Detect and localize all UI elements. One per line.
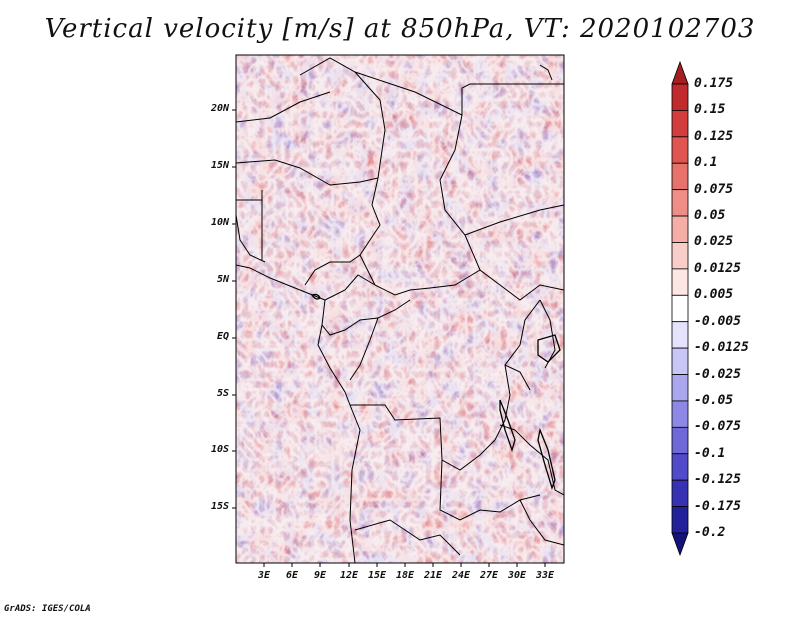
lon-label: 33E	[535, 570, 555, 581]
colorbar-level-label: -0.175	[694, 498, 741, 514]
colorbar-level-label: -0.05	[694, 392, 734, 408]
colorbar-level-label: -0.2	[694, 525, 726, 540]
colorbar-box	[671, 215, 689, 243]
colorbar-box	[671, 400, 689, 428]
lat-label: 15N	[210, 160, 229, 171]
colorbar-level-label: -0.075	[694, 419, 741, 435]
colorbar-level-label: 0.0125	[694, 260, 741, 276]
lat-label: 5N	[216, 274, 229, 285]
colorbar-level-label: -0.025	[694, 366, 741, 382]
lat-label: 10S	[210, 444, 229, 455]
lon-label: 12E	[339, 570, 359, 581]
colorbar-box	[671, 136, 689, 164]
lat-label: EQ	[216, 331, 229, 342]
colorbar-box	[671, 110, 689, 138]
axis-ticks	[232, 109, 546, 567]
colorbar-min-triangle	[671, 532, 689, 557]
colorbar-box	[671, 268, 689, 296]
country-borders	[236, 57, 564, 563]
map-frame	[235, 54, 565, 564]
colorbar-box	[671, 162, 689, 191]
colorbar-level-label: 0.025	[694, 234, 734, 250]
lake-outlines	[310, 293, 561, 491]
colorbar-level-label: 0.1	[694, 155, 718, 171]
colorbar-level-label: -0.125	[694, 472, 741, 488]
lon-label: 21E	[423, 570, 443, 581]
colorbar-box	[671, 374, 689, 402]
colorbar-box	[671, 294, 689, 323]
lat-label: 5S	[216, 388, 229, 399]
lon-label: 30E	[507, 570, 527, 581]
lon-label: 6E	[285, 570, 299, 581]
colorbar-box	[671, 321, 689, 349]
colorbar-max-triangle	[671, 60, 689, 85]
colorbar	[671, 60, 689, 557]
colorbar-box	[671, 83, 689, 111]
lon-label: 24E	[451, 570, 471, 581]
colorbar-level-label: -0.1	[694, 445, 726, 461]
colorbar-box	[671, 242, 689, 270]
colorbar-level-label: 0.175	[694, 76, 734, 91]
colorbar-level-label: -0.0125	[694, 340, 749, 356]
lon-label: 18E	[395, 570, 415, 581]
colorbar-box	[671, 347, 689, 375]
lon-label: 15E	[367, 570, 387, 581]
colorbar-level-label: 0.005	[694, 287, 734, 303]
grads-credit: GrADS: IGES/COLA	[4, 604, 91, 614]
colorbar-box	[671, 453, 689, 481]
colorbar-level-label: 0.075	[694, 181, 734, 197]
lat-label: 15S	[210, 501, 229, 512]
lat-label: 20N	[210, 103, 229, 114]
colorbar-level-label: 0.05	[694, 208, 726, 224]
lon-label: 9E	[313, 570, 327, 581]
lon-label: 3E	[257, 570, 271, 581]
colorbar-level-label: 0.15	[694, 102, 726, 118]
vertical-velocity-field	[236, 55, 564, 563]
colorbar-box	[671, 189, 689, 217]
chart-title: Vertical velocity [m/s] at 850hPa, VT: 2…	[44, 14, 756, 44]
colorbar-box	[671, 479, 689, 507]
colorbar-box	[671, 506, 689, 534]
colorbar-level-label: 0.125	[694, 128, 734, 144]
colorbar-box	[671, 426, 689, 455]
lon-label: 27E	[479, 570, 499, 581]
colorbar-level-label: -0.005	[694, 313, 741, 329]
lat-label: 10N	[210, 217, 229, 228]
